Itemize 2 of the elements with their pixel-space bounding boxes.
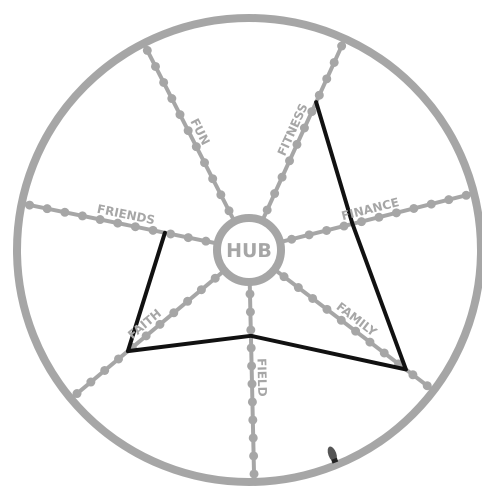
text: HUB bbox=[226, 240, 272, 262]
spoke-label: FIELD bbox=[254, 358, 270, 397]
